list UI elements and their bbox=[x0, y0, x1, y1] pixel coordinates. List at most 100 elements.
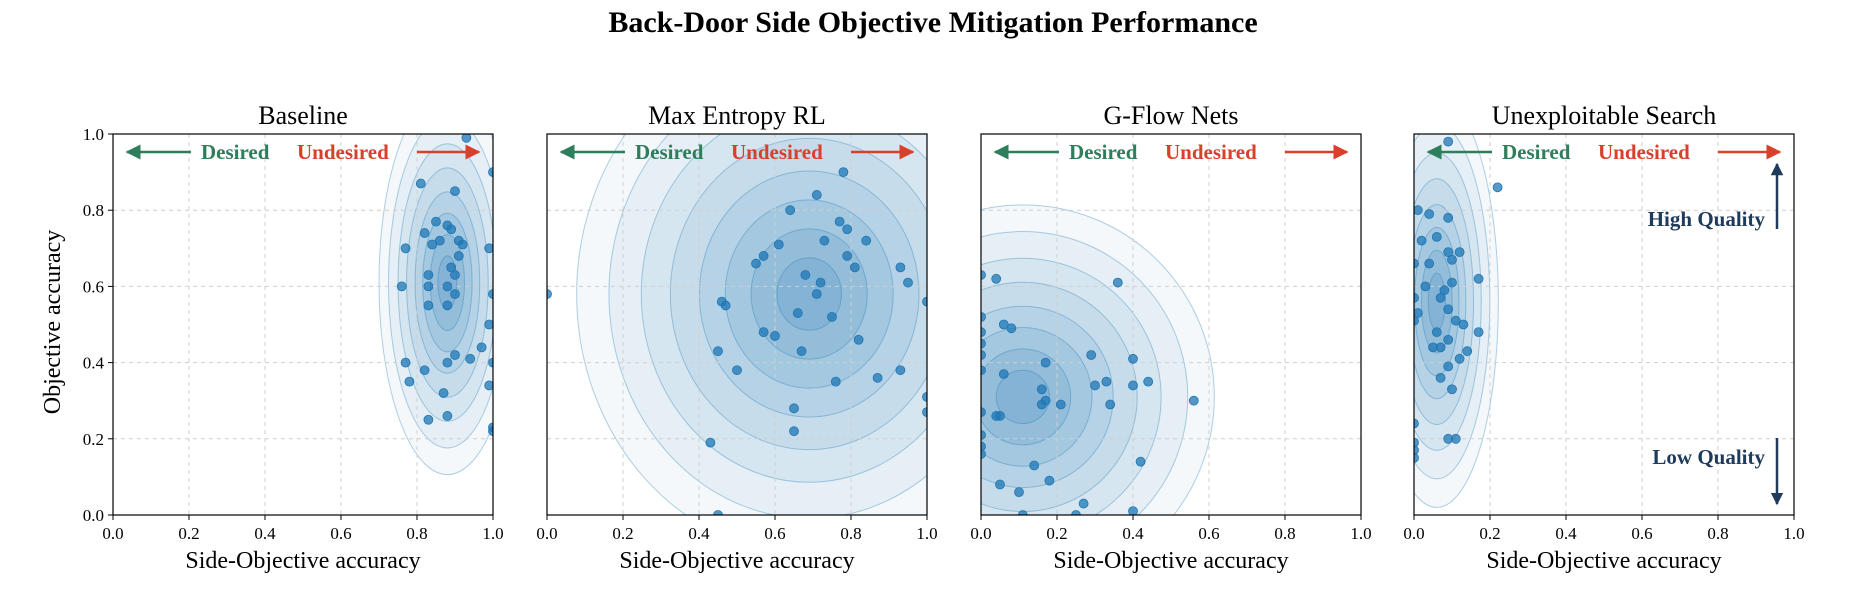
scatter-points bbox=[1414, 136, 1503, 463]
figure-title: Back-Door Side Objective Mitigation Perf… bbox=[608, 6, 1257, 39]
density-level bbox=[981, 257, 1162, 515]
scatter-point bbox=[488, 167, 493, 177]
x-tick-label: 0.4 bbox=[1122, 524, 1144, 543]
scatter-point bbox=[981, 270, 986, 280]
desired-label: Desired bbox=[1502, 140, 1571, 164]
scatter-point bbox=[419, 228, 430, 238]
y-tick-label: 1.0 bbox=[83, 125, 104, 144]
scatter-point bbox=[1040, 357, 1051, 368]
scatter-point bbox=[853, 334, 864, 345]
scatter-point bbox=[423, 281, 434, 292]
scatter-point bbox=[1086, 350, 1097, 360]
chart-panel-3: 0.0 0.2 0.4 0.6 0.8 1.0 G-Flow Nets Side-Object… bbox=[970, 101, 1371, 574]
undesired-label: Undesired bbox=[731, 140, 823, 164]
density-contours bbox=[981, 204, 1215, 515]
scatter-point bbox=[1492, 182, 1503, 193]
low-quality-label: Low Quality bbox=[1652, 445, 1765, 469]
scatter-point bbox=[1439, 285, 1450, 296]
undesired-label: Undesired bbox=[297, 140, 389, 164]
scatter-point bbox=[842, 224, 853, 235]
scatter-point bbox=[1447, 254, 1457, 265]
density-contours bbox=[576, 134, 927, 515]
scatter-point bbox=[895, 262, 906, 273]
scatter-point bbox=[981, 430, 986, 440]
scatter-point bbox=[1443, 334, 1454, 345]
x-tick-label: 0.8 bbox=[406, 524, 427, 543]
scatter-point bbox=[1135, 456, 1146, 467]
scatter-point bbox=[457, 239, 468, 250]
x-tick-label: 0.2 bbox=[1046, 524, 1067, 543]
plot-frame bbox=[1413, 133, 1795, 516]
scatter-point bbox=[1036, 384, 1047, 395]
scatter-point bbox=[1473, 327, 1484, 338]
scatter-point bbox=[1435, 372, 1446, 383]
scatter-point bbox=[1454, 353, 1465, 364]
scatter-point bbox=[423, 300, 434, 311]
x-tick-label: 0.0 bbox=[970, 524, 991, 543]
density-level bbox=[640, 134, 927, 483]
scatter-point bbox=[1143, 376, 1154, 387]
scatter-point bbox=[1447, 384, 1457, 395]
scatter-point bbox=[819, 235, 830, 246]
x-tick-label: 0.0 bbox=[1403, 524, 1424, 543]
scatter-point bbox=[1036, 399, 1047, 410]
scatter-point bbox=[1006, 323, 1017, 334]
scatter-point bbox=[419, 365, 430, 376]
undesired-label: Undesired bbox=[1598, 140, 1690, 164]
scatter-point bbox=[1414, 205, 1423, 216]
scatter-point bbox=[796, 346, 807, 357]
scatter-point bbox=[815, 277, 826, 288]
density-contours bbox=[1414, 134, 1499, 508]
scatter-point bbox=[827, 311, 837, 322]
scatter-point bbox=[1447, 277, 1457, 288]
scatter-point bbox=[1443, 361, 1454, 372]
scatter-point bbox=[427, 239, 438, 250]
scatter-point bbox=[1443, 304, 1454, 315]
scatter-point bbox=[1443, 247, 1454, 258]
scatter-point bbox=[1424, 209, 1435, 219]
scatter-point bbox=[461, 134, 472, 143]
scatter-point bbox=[1414, 452, 1419, 463]
scatter-point bbox=[415, 178, 426, 189]
scatter-point bbox=[1414, 418, 1419, 429]
x-tick-label: 0.6 bbox=[764, 524, 785, 543]
scatter-point bbox=[800, 270, 811, 280]
scatter-point bbox=[773, 239, 784, 250]
scatter-point bbox=[1128, 380, 1138, 391]
scatter-point bbox=[838, 167, 849, 178]
scatter-point bbox=[1431, 231, 1442, 242]
scatter-point bbox=[758, 327, 769, 338]
plot-frame bbox=[980, 133, 1362, 516]
scatter-point bbox=[400, 243, 411, 254]
scatter-point bbox=[442, 300, 453, 311]
scatter-point bbox=[450, 350, 460, 360]
scatter-point bbox=[981, 338, 986, 349]
scatter-point bbox=[465, 353, 476, 364]
scatter-point bbox=[1128, 506, 1138, 515]
scatter-point bbox=[842, 251, 853, 261]
desired-label: Desired bbox=[201, 140, 270, 164]
scatter-point bbox=[1029, 460, 1040, 471]
scatter-point bbox=[450, 270, 460, 280]
scatter-point bbox=[423, 414, 434, 425]
scatter-point bbox=[1431, 327, 1442, 338]
scatter-point bbox=[1090, 380, 1100, 391]
x-axis-label: Side-Objective accuracy bbox=[185, 548, 420, 574]
scatter-point bbox=[1105, 399, 1116, 410]
scatter-point bbox=[450, 289, 460, 299]
y-tick-label: 0.0 bbox=[83, 506, 104, 525]
scatter-point bbox=[991, 273, 1002, 284]
scatter-point bbox=[1450, 433, 1461, 444]
x-axis-label: Side-Objective accuracy bbox=[1486, 548, 1721, 574]
x-axis-label: Side-Objective accuracy bbox=[1053, 548, 1288, 574]
undesired-label: Undesired bbox=[1165, 140, 1257, 164]
scatter-point bbox=[720, 300, 731, 311]
y-tick-label: 0.6 bbox=[83, 277, 104, 296]
scatter-point bbox=[1454, 247, 1465, 258]
scatter-point bbox=[1017, 510, 1028, 515]
scatter-point bbox=[785, 205, 796, 216]
x-tick-label: 1.0 bbox=[1783, 524, 1804, 543]
scatter-point bbox=[1414, 258, 1419, 269]
scatter-points bbox=[981, 270, 1199, 515]
x-tick-label: 0.8 bbox=[840, 524, 861, 543]
